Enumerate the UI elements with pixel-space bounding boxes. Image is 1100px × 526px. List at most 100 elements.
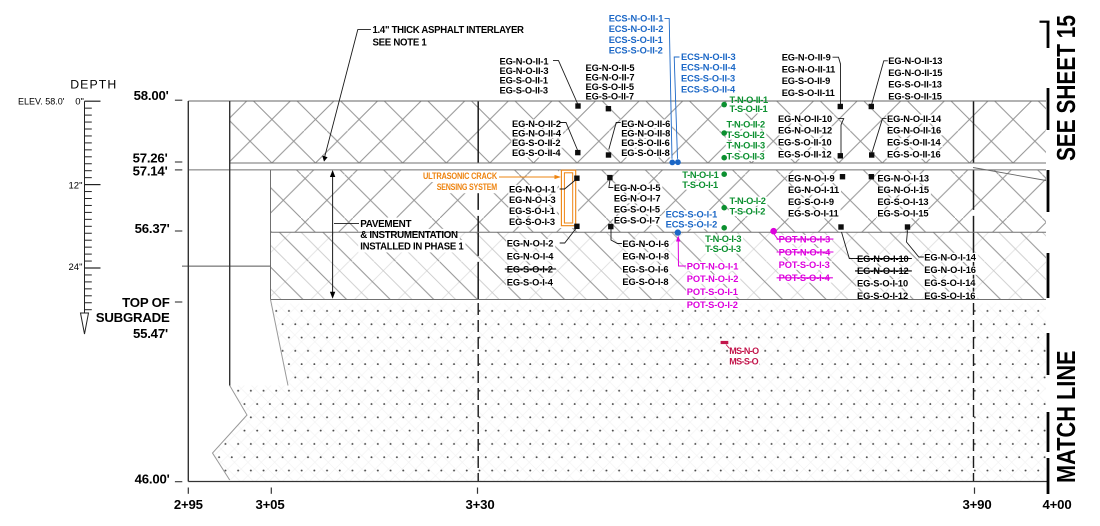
svg-text:T-N-O-II-2: T-N-O-II-2 xyxy=(727,119,766,129)
svg-text:EG-S-O-I-13: EG-S-O-I-13 xyxy=(877,197,928,207)
svg-text:EG-N-O-II-13: EG-N-O-II-13 xyxy=(888,56,942,66)
svg-text:T-S-O-I-3: T-S-O-I-3 xyxy=(705,244,741,254)
svg-text:EG-S-O-II-12: EG-S-O-II-12 xyxy=(778,149,832,159)
svg-text:DEPTH: DEPTH xyxy=(70,78,117,92)
svg-text:ECS-N-O-II-1: ECS-N-O-II-1 xyxy=(609,14,664,24)
svg-text:EG-S-O-II-9: EG-S-O-II-9 xyxy=(782,76,831,86)
svg-text:POT-S-O-I-3: POT-S-O-I-3 xyxy=(779,260,830,270)
svg-text:EG-S-O-I-10: EG-S-O-I-10 xyxy=(857,279,908,289)
svg-text:EG-N-O-I-13: EG-N-O-I-13 xyxy=(877,174,929,184)
svg-text:ECS-S-O-II-3: ECS-S-O-II-3 xyxy=(681,74,735,84)
svg-text:EG-N-O-II-8: EG-N-O-II-8 xyxy=(621,129,670,139)
svg-text:EG-N-O-I-6: EG-N-O-I-6 xyxy=(622,239,669,249)
svg-text:ECS-S-O-I-1: ECS-S-O-I-1 xyxy=(666,210,718,220)
svg-text:58.00': 58.00' xyxy=(134,88,169,103)
svg-text:EG-N-O-II-9: EG-N-O-II-9 xyxy=(782,53,831,63)
svg-text:57.14': 57.14' xyxy=(133,163,168,178)
svg-text:EG-N-O-II-11: EG-N-O-II-11 xyxy=(782,64,836,74)
svg-text:& INSTRUMENTATION: & INSTRUMENTATION xyxy=(360,230,458,241)
svg-text:1.4" THICK ASPHALT INTERLAYER: 1.4" THICK ASPHALT INTERLAYER xyxy=(373,25,525,36)
svg-text:EG-N-O-II-4: EG-N-O-II-4 xyxy=(512,129,562,139)
svg-text:EG-N-O-II-10: EG-N-O-II-10 xyxy=(778,114,832,124)
svg-text:3+30: 3+30 xyxy=(466,497,495,512)
svg-text:EG-N-O-I-12: EG-N-O-I-12 xyxy=(857,266,909,276)
svg-text:EG-N-O-I-11: EG-N-O-I-11 xyxy=(788,185,839,195)
svg-text:ECS-N-O-II-3: ECS-N-O-II-3 xyxy=(681,52,736,62)
svg-text:EG-S-O-I-6: EG-S-O-I-6 xyxy=(622,264,668,274)
svg-text:EG-N-O-I-3: EG-N-O-I-3 xyxy=(509,195,556,205)
svg-text:ECS-S-O-II-4: ECS-S-O-II-4 xyxy=(681,84,736,94)
svg-text:EG-S-O-I-3: EG-S-O-I-3 xyxy=(509,217,555,227)
svg-text:EG-S-O-II-8: EG-S-O-II-8 xyxy=(621,148,670,158)
svg-text:POT-N-O-I-2: POT-N-O-I-2 xyxy=(687,274,739,284)
svg-text:EG-S-O-I-1: EG-S-O-I-1 xyxy=(509,206,555,216)
svg-text:46.00': 46.00' xyxy=(135,471,170,486)
svg-text:EG-S-O-I-7: EG-S-O-I-7 xyxy=(614,216,660,226)
svg-text:EG-N-O-I-9: EG-N-O-I-9 xyxy=(788,174,835,184)
svg-text:EG-S-O-II-2: EG-S-O-II-2 xyxy=(512,138,561,148)
svg-text:EG-S-O-I-12: EG-S-O-I-12 xyxy=(857,291,908,301)
svg-text:24": 24" xyxy=(69,262,83,273)
svg-text:POT-N-O-I-4: POT-N-O-I-4 xyxy=(779,247,832,257)
svg-text:SENSING SYSTEM: SENSING SYSTEM xyxy=(437,182,497,193)
svg-text:EG-N-O-I-14: EG-N-O-I-14 xyxy=(924,252,977,262)
svg-text:EG-S-O-I-5: EG-S-O-I-5 xyxy=(614,205,660,215)
svg-text:T-S-O-II-3: T-S-O-II-3 xyxy=(727,151,765,161)
svg-text:EG-S-O-II-5: EG-S-O-II-5 xyxy=(586,82,635,92)
svg-text:INSTALLED IN PHASE 1: INSTALLED IN PHASE 1 xyxy=(360,241,464,252)
svg-text:2+95: 2+95 xyxy=(174,497,203,512)
svg-text:T-S-O-I-1: T-S-O-I-1 xyxy=(682,180,718,190)
svg-text:EG-S-O-I-14: EG-S-O-I-14 xyxy=(924,278,976,288)
svg-text:4+00: 4+00 xyxy=(1043,497,1072,512)
svg-text:EG-S-O-II-6: EG-S-O-II-6 xyxy=(621,138,670,148)
svg-text:T-S-O-I-2: T-S-O-I-2 xyxy=(730,207,766,217)
svg-text:SUBGRADE: SUBGRADE xyxy=(96,310,170,325)
svg-text:EG-S-O-I-16: EG-S-O-I-16 xyxy=(924,291,975,301)
svg-text:EG-S-O-II-11: EG-S-O-II-11 xyxy=(782,88,835,98)
svg-text:EG-S-O-II-4: EG-S-O-II-4 xyxy=(512,148,561,158)
svg-text:EG-N-O-II-5: EG-N-O-II-5 xyxy=(586,63,635,73)
svg-text:T-N-O-I-1: T-N-O-I-1 xyxy=(682,170,718,180)
svg-text:EG-N-O-I-2: EG-N-O-I-2 xyxy=(507,238,554,248)
svg-text:EG-S-O-II-15: EG-S-O-II-15 xyxy=(888,92,942,102)
svg-text:EG-N-O-I-16: EG-N-O-I-16 xyxy=(924,265,976,275)
svg-text:EG-S-O-II-3: EG-S-O-II-3 xyxy=(500,85,549,95)
svg-text:EG-S-O-II-1: EG-S-O-II-1 xyxy=(500,76,549,86)
svg-text:EG-S-O-II-16: EG-S-O-II-16 xyxy=(887,149,941,159)
svg-text:EG-N-O-II-6: EG-N-O-II-6 xyxy=(621,119,670,129)
svg-text:55.47': 55.47' xyxy=(133,326,168,341)
svg-text:T-S-O-II-1: T-S-O-II-1 xyxy=(730,104,768,114)
svg-text:EG-S-O-II-13: EG-S-O-II-13 xyxy=(888,80,942,90)
svg-text:EG-N-O-I-7: EG-N-O-I-7 xyxy=(614,194,661,204)
svg-text:POT-N-O-I-3: POT-N-O-I-3 xyxy=(779,234,831,244)
svg-text:POT-N-O-I-1: POT-N-O-I-1 xyxy=(687,261,739,271)
svg-text:POT-S-O-I-1: POT-S-O-I-1 xyxy=(687,287,738,297)
svg-text:EG-S-O-I-4: EG-S-O-I-4 xyxy=(507,277,554,287)
svg-text:MATCH LINE: MATCH LINE xyxy=(1051,350,1081,483)
svg-text:ECS-S-O-II-1: ECS-S-O-II-1 xyxy=(609,35,663,45)
svg-text:EG-S-O-I-9: EG-S-O-I-9 xyxy=(788,197,834,207)
svg-text:EG-N-O-I-4: EG-N-O-I-4 xyxy=(507,251,554,261)
svg-text:MS-N-O: MS-N-O xyxy=(729,346,759,356)
svg-text:56.37': 56.37' xyxy=(135,221,170,236)
svg-text:3+05: 3+05 xyxy=(256,497,285,512)
svg-text:EG-N-O-I-5: EG-N-O-I-5 xyxy=(614,183,661,193)
svg-text:EG-N-O-II-1: EG-N-O-II-1 xyxy=(500,56,549,66)
svg-text:ECS-S-O-I-2: ECS-S-O-I-2 xyxy=(666,219,718,229)
svg-text:TOP OF: TOP OF xyxy=(122,295,170,310)
svg-text:T-S-O-II-2: T-S-O-II-2 xyxy=(727,130,765,140)
svg-text:SEE NOTE 1: SEE NOTE 1 xyxy=(373,37,428,48)
svg-text:POT-S-O-I-2: POT-S-O-I-2 xyxy=(687,300,738,310)
svg-text:EG-S-O-II-7: EG-S-O-II-7 xyxy=(586,91,635,101)
svg-text:57.26': 57.26' xyxy=(133,150,168,165)
svg-text:EG-S-O-II-14: EG-S-O-II-14 xyxy=(887,138,941,148)
svg-text:EG-N-O-II-15: EG-N-O-II-15 xyxy=(888,68,942,78)
svg-text:T-N-O-II-1: T-N-O-II-1 xyxy=(730,95,769,105)
svg-text:ECS-S-O-II-2: ECS-S-O-II-2 xyxy=(609,45,663,55)
svg-text:POT-S-O-I-4: POT-S-O-I-4 xyxy=(779,273,831,283)
svg-text:PAVEMENT: PAVEMENT xyxy=(360,219,412,230)
svg-text:EG-S-O-I-8: EG-S-O-I-8 xyxy=(622,277,668,287)
svg-text:T-N-O-I-3: T-N-O-I-3 xyxy=(705,234,741,244)
svg-text:EG-N-O-II-2: EG-N-O-II-2 xyxy=(512,119,561,129)
svg-text:EG-N-O-II-14: EG-N-O-II-14 xyxy=(887,114,942,124)
